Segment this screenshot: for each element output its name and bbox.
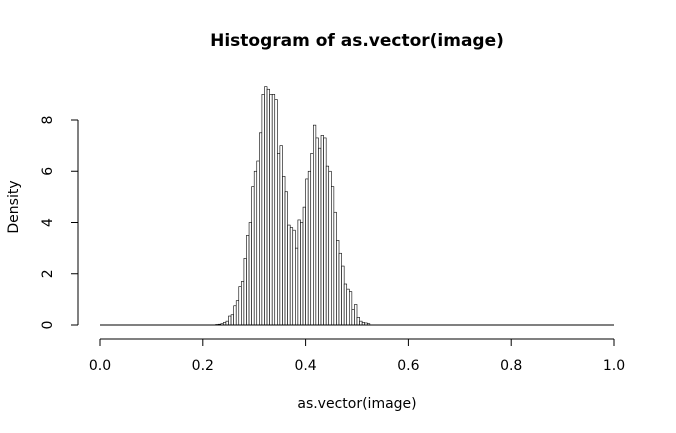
x-tick-label: 0.8	[500, 358, 522, 374]
histogram-bar	[279, 145, 283, 326]
chart-title: Histogram of as.vector(image)	[210, 31, 504, 51]
histogram-bar	[318, 147, 322, 326]
y-tick-label: 4	[40, 218, 56, 227]
histogram-bar	[323, 137, 327, 326]
histogram-bar	[277, 153, 281, 326]
histogram-bar	[274, 99, 278, 326]
histogram-bar	[295, 247, 299, 326]
histogram-bar	[284, 191, 288, 326]
histogram-bar	[253, 170, 258, 326]
y-axis: 0 2 4 6 8	[40, 116, 79, 330]
histogram-bar	[354, 304, 358, 326]
histogram-bar	[251, 186, 255, 326]
histogram-bar	[300, 222, 304, 326]
x-tick-label: 1.0	[603, 358, 625, 374]
histogram-bar	[238, 286, 242, 326]
histogram-bar	[230, 314, 234, 326]
y-axis-label: Density	[6, 180, 22, 233]
x-axis: 0.0 0.2 0.4 0.6 0.8 1.0	[89, 338, 625, 374]
histogram-bar	[348, 291, 353, 326]
histogram-bar	[271, 94, 276, 326]
y-tick-label: 6	[40, 167, 56, 176]
histogram-bar	[328, 170, 332, 326]
histogram-bar	[243, 258, 247, 326]
histogram-bar	[228, 315, 232, 326]
histogram-bar	[259, 132, 263, 326]
histogram-bar	[289, 227, 294, 326]
histogram-bar	[320, 135, 324, 326]
histogram-bar	[241, 281, 245, 326]
histogram-bars	[100, 86, 614, 326]
histogram-bar	[292, 229, 296, 326]
histogram-bar	[356, 317, 360, 326]
histogram-bar	[325, 165, 330, 326]
histogram-bar	[305, 178, 309, 326]
y-tick-label: 2	[40, 269, 56, 278]
x-tick-label: 0.4	[294, 358, 316, 374]
histogram-bar	[313, 124, 317, 326]
histogram-bar	[336, 240, 340, 326]
histogram-bar	[359, 320, 363, 326]
histogram-bar	[302, 206, 306, 326]
y-tick-label: 0	[40, 321, 56, 330]
histogram-bar	[287, 224, 291, 326]
x-tick-label: 0.2	[192, 358, 214, 374]
histogram-bar	[266, 88, 270, 326]
y-tick-label: 8	[40, 116, 56, 125]
histogram-bar	[261, 94, 265, 326]
histogram-bar	[351, 309, 355, 326]
histogram-bar	[343, 283, 348, 326]
histogram-bar	[330, 186, 335, 326]
histogram-bar	[346, 288, 350, 326]
histogram-bar	[297, 219, 301, 326]
histogram-bar	[256, 160, 260, 326]
histogram-bar	[341, 265, 345, 326]
histogram-bar	[269, 94, 273, 326]
histogram-bar	[248, 222, 252, 326]
histogram-bar	[307, 170, 312, 326]
x-tick-label: 0.6	[397, 358, 419, 374]
x-axis-label: as.vector(image)	[297, 396, 416, 412]
histogram-bar	[233, 305, 237, 326]
histogram-bar	[264, 86, 268, 326]
histogram-bar	[338, 252, 342, 326]
histogram-bar	[282, 176, 286, 326]
histogram-bar	[310, 153, 314, 326]
histogram-bar	[246, 235, 250, 326]
histogram-bar	[235, 300, 240, 326]
x-tick-label: 0.0	[89, 358, 111, 374]
histogram-bar	[333, 211, 337, 326]
histogram-bar	[315, 137, 319, 326]
histogram-bar	[225, 320, 229, 326]
